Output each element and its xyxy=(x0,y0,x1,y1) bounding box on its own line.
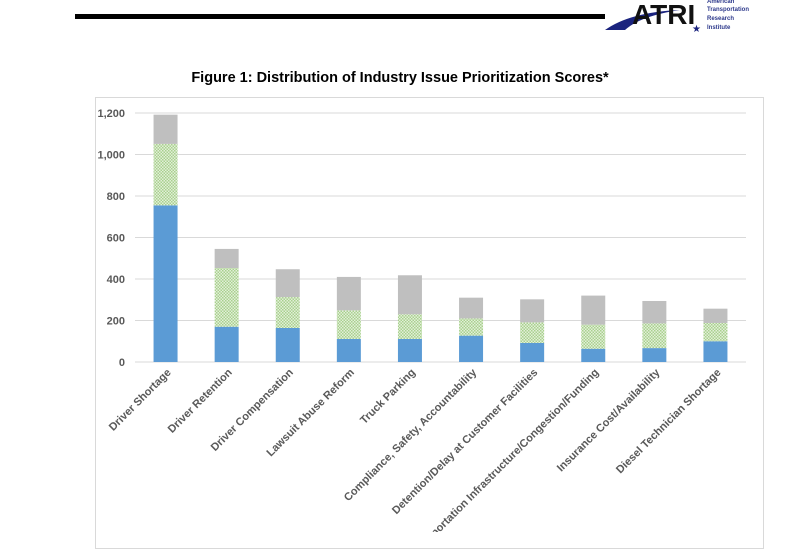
bar-segment-green xyxy=(581,324,606,349)
x-category-label: Truck Parking xyxy=(358,367,418,427)
bar-segment-blue xyxy=(520,342,545,362)
atri-logo: ATRI American Transportation Research In… xyxy=(605,0,749,35)
bar-segment-green xyxy=(275,297,300,328)
x-category-label: Driver Retention xyxy=(166,366,235,435)
x-category-label: Diesel Technician Shortage xyxy=(614,367,723,476)
bar-segment-green xyxy=(703,322,728,342)
y-tick-label: 0 xyxy=(119,357,125,369)
y-tick-label: 400 xyxy=(107,274,125,286)
y-tick-label: 1,200 xyxy=(97,108,125,120)
bar-segment-grey xyxy=(642,300,667,324)
x-category-label: Driver Shortage xyxy=(107,367,174,434)
svg-text:Research: Research xyxy=(707,16,734,22)
bar-segment-blue xyxy=(459,335,484,362)
bar-segment-green xyxy=(153,143,178,206)
bar-segment-green xyxy=(459,318,484,336)
svg-text:ATRI: ATRI xyxy=(632,0,695,30)
bar-segment-grey xyxy=(459,297,484,319)
bar-segment-blue xyxy=(275,327,300,362)
y-tick-label: 800 xyxy=(107,191,125,203)
svg-text:Institute: Institute xyxy=(707,25,731,31)
bar-segment-blue xyxy=(336,338,361,362)
bar-segment-blue xyxy=(214,326,239,362)
y-tick-label: 1,000 xyxy=(97,150,125,162)
svg-text:★: ★ xyxy=(692,24,701,35)
bar-segment-green xyxy=(397,314,422,339)
bar-segment-blue xyxy=(703,341,728,362)
bar-segment-green xyxy=(642,323,667,349)
bar-segment-green xyxy=(214,268,239,327)
bar-segment-grey xyxy=(275,269,300,298)
x-category-label: Compliance, Safety, Accountability xyxy=(342,366,480,504)
bar-segment-grey xyxy=(520,299,545,323)
bar-segment-grey xyxy=(153,114,178,144)
svg-text:Transportation: Transportation xyxy=(707,7,749,13)
bar-segment-blue xyxy=(153,205,178,362)
header-rule xyxy=(75,14,605,19)
y-tick-label: 600 xyxy=(107,233,125,245)
bar-segment-blue xyxy=(397,338,422,362)
stacked-bar-chart: 0 200 400 600 800 1,000 1,200 Driver ShortageDr… xyxy=(97,108,746,532)
bar-segment-green xyxy=(520,322,545,343)
bar-segment-green xyxy=(336,310,361,339)
bar-segment-blue xyxy=(642,348,667,362)
bar-segment-grey xyxy=(397,275,422,315)
bar-segment-grey xyxy=(214,248,239,269)
bar-segment-grey xyxy=(336,276,361,311)
bar-segment-grey xyxy=(703,308,728,323)
chart-title: Figure 1: Distribution of Industry Issue… xyxy=(191,70,609,86)
y-tick-label: 200 xyxy=(107,316,125,328)
x-category-label: Insurance Cost/Availability xyxy=(555,366,663,474)
svg-text:American: American xyxy=(707,0,735,5)
bar-segment-grey xyxy=(581,295,606,325)
bar-segment-blue xyxy=(581,348,606,362)
